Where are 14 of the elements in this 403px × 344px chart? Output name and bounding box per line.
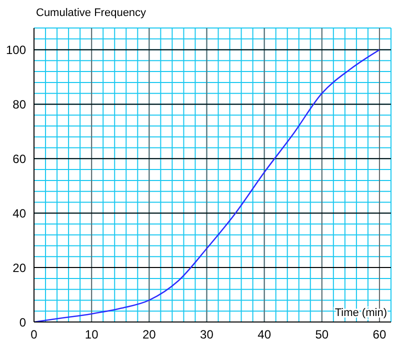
x-tick-label: 10 [84,328,99,342]
x-tick-label: 30 [200,328,214,342]
y-tick-label: 80 [12,97,26,112]
x-tick-label: 0 [30,328,38,342]
x-tick-label: 20 [142,328,156,342]
y-tick-label: 100 [6,43,26,58]
x-tick-label: 40 [258,328,272,342]
y-tick-label: 20 [12,260,26,275]
y-tick-label: 60 [12,152,26,166]
x-tick-label: 60 [372,328,386,342]
x-tick-label: 50 [315,328,329,342]
y-tick-label: 0 [19,315,26,330]
y-tick-label: 40 [12,206,26,220]
y-axis-title: Cumulative Frequency [36,6,147,19]
